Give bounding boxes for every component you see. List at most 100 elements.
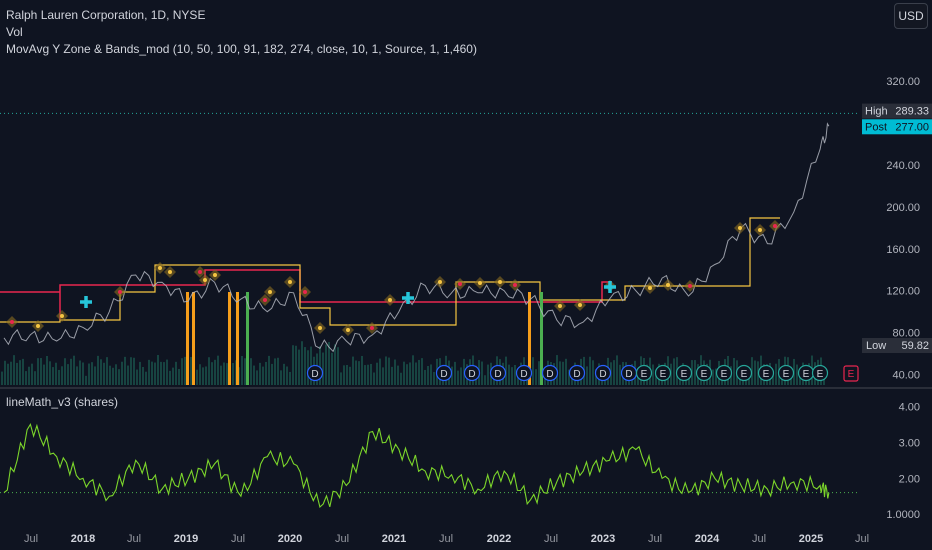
oscillator-legend: lineMath_v3 (shares) bbox=[6, 395, 119, 409]
volume-bar bbox=[511, 367, 513, 385]
volume-bar bbox=[715, 368, 717, 385]
price-axis-tick: 200.00 bbox=[886, 202, 920, 214]
volume-bar bbox=[616, 355, 618, 385]
volume-bar bbox=[424, 369, 426, 385]
volume-bar bbox=[352, 356, 354, 385]
volume-bar bbox=[340, 372, 342, 385]
signal-dot bbox=[318, 326, 322, 330]
volume-bar bbox=[118, 369, 120, 385]
volume-bar bbox=[361, 355, 363, 385]
volume-bar bbox=[400, 372, 402, 385]
volume-bar bbox=[67, 364, 69, 385]
x-axis-tick: Jul bbox=[439, 533, 453, 545]
signal-dot bbox=[203, 278, 207, 282]
dividend-marker-label: D bbox=[468, 369, 475, 380]
volume-bar bbox=[172, 367, 174, 385]
volume-bar bbox=[121, 361, 123, 385]
volume-bar bbox=[589, 356, 591, 385]
volume-bar bbox=[295, 345, 297, 385]
volume-bar bbox=[328, 341, 330, 385]
volume-bar bbox=[652, 364, 654, 385]
volume-bar bbox=[55, 362, 57, 385]
volume-bar bbox=[205, 366, 207, 385]
volume-bar bbox=[655, 369, 657, 385]
dividend-marker-label: D bbox=[599, 369, 606, 380]
volume-bar bbox=[127, 365, 129, 385]
currency-button[interactable]: USD bbox=[894, 3, 928, 29]
volume-bar bbox=[52, 367, 54, 385]
volume-bar bbox=[13, 355, 15, 385]
volume-bar bbox=[223, 362, 225, 385]
dividend-marker bbox=[306, 364, 324, 382]
volume-bar bbox=[232, 363, 234, 385]
volume-bar bbox=[565, 358, 567, 385]
price-series-line bbox=[3, 122, 830, 353]
volume-bar bbox=[82, 362, 84, 385]
buy-plus-marker bbox=[402, 292, 414, 304]
earnings-marker bbox=[715, 364, 733, 382]
volume-bar bbox=[106, 357, 108, 385]
dividend-marker bbox=[435, 364, 453, 382]
volume-bar bbox=[391, 366, 393, 385]
earnings-marker bbox=[654, 364, 672, 382]
volume-bar bbox=[358, 361, 360, 385]
volume-bar bbox=[481, 361, 483, 385]
volume-bar bbox=[751, 357, 753, 385]
signal-dot bbox=[458, 282, 462, 286]
signal-dot bbox=[498, 280, 502, 284]
high-value-badge bbox=[902, 103, 932, 119]
volume-bar bbox=[538, 361, 540, 385]
volume-bar bbox=[76, 366, 78, 385]
volume-bar bbox=[175, 361, 177, 385]
volume-bar bbox=[337, 347, 339, 385]
signal-dot bbox=[60, 314, 64, 318]
post-value-badge bbox=[902, 119, 932, 135]
earnings-marker-label: E bbox=[641, 369, 648, 380]
low-label: Low bbox=[866, 340, 886, 352]
volume-bar bbox=[415, 362, 417, 385]
volume-bar bbox=[343, 365, 345, 385]
earnings-marker bbox=[635, 364, 653, 382]
signal-dot bbox=[268, 290, 272, 294]
volume-bar bbox=[619, 364, 621, 385]
volume-bar bbox=[163, 362, 165, 385]
earnings-marker-label: E bbox=[681, 369, 688, 380]
volume-bar bbox=[49, 361, 51, 385]
dividend-marker-label: D bbox=[440, 369, 447, 380]
volume-bar bbox=[451, 366, 453, 385]
volume-bar bbox=[256, 370, 258, 385]
earnings-marker-label: E bbox=[817, 369, 824, 380]
volume-bar bbox=[148, 359, 150, 385]
volume-bar bbox=[346, 364, 348, 385]
volume-bar bbox=[253, 365, 255, 385]
volume-bar bbox=[241, 355, 243, 385]
volume-bar bbox=[88, 363, 90, 385]
earnings-marker bbox=[757, 364, 775, 382]
volume-bar bbox=[484, 375, 486, 385]
earnings-marker-label: E bbox=[660, 369, 667, 380]
volume-bar bbox=[292, 345, 294, 385]
signal-bar bbox=[192, 292, 195, 385]
volume-bar bbox=[382, 367, 384, 385]
volume-bar bbox=[64, 358, 66, 385]
low-value: 59.82 bbox=[901, 340, 929, 352]
price-axis-tick: 40.00 bbox=[892, 370, 920, 382]
volume-bar bbox=[754, 360, 756, 385]
signal-dot bbox=[118, 290, 122, 294]
volume-bar bbox=[268, 355, 270, 385]
volume-bar bbox=[298, 349, 300, 385]
price-axis-tick: 240.00 bbox=[886, 160, 920, 172]
volume-bar bbox=[595, 369, 597, 385]
signal-dot bbox=[158, 266, 162, 270]
volume-bar bbox=[79, 360, 81, 385]
volume-bar bbox=[712, 369, 714, 385]
x-axis-tick: 2021 bbox=[382, 533, 406, 545]
volume-bar bbox=[505, 356, 507, 385]
volume-bar bbox=[211, 362, 213, 385]
volume-bar bbox=[199, 364, 201, 385]
volume-bar bbox=[70, 358, 72, 385]
earnings-marker-label: E bbox=[721, 369, 728, 380]
buy-plus-marker bbox=[604, 281, 616, 293]
low-value-badge bbox=[902, 338, 932, 353]
